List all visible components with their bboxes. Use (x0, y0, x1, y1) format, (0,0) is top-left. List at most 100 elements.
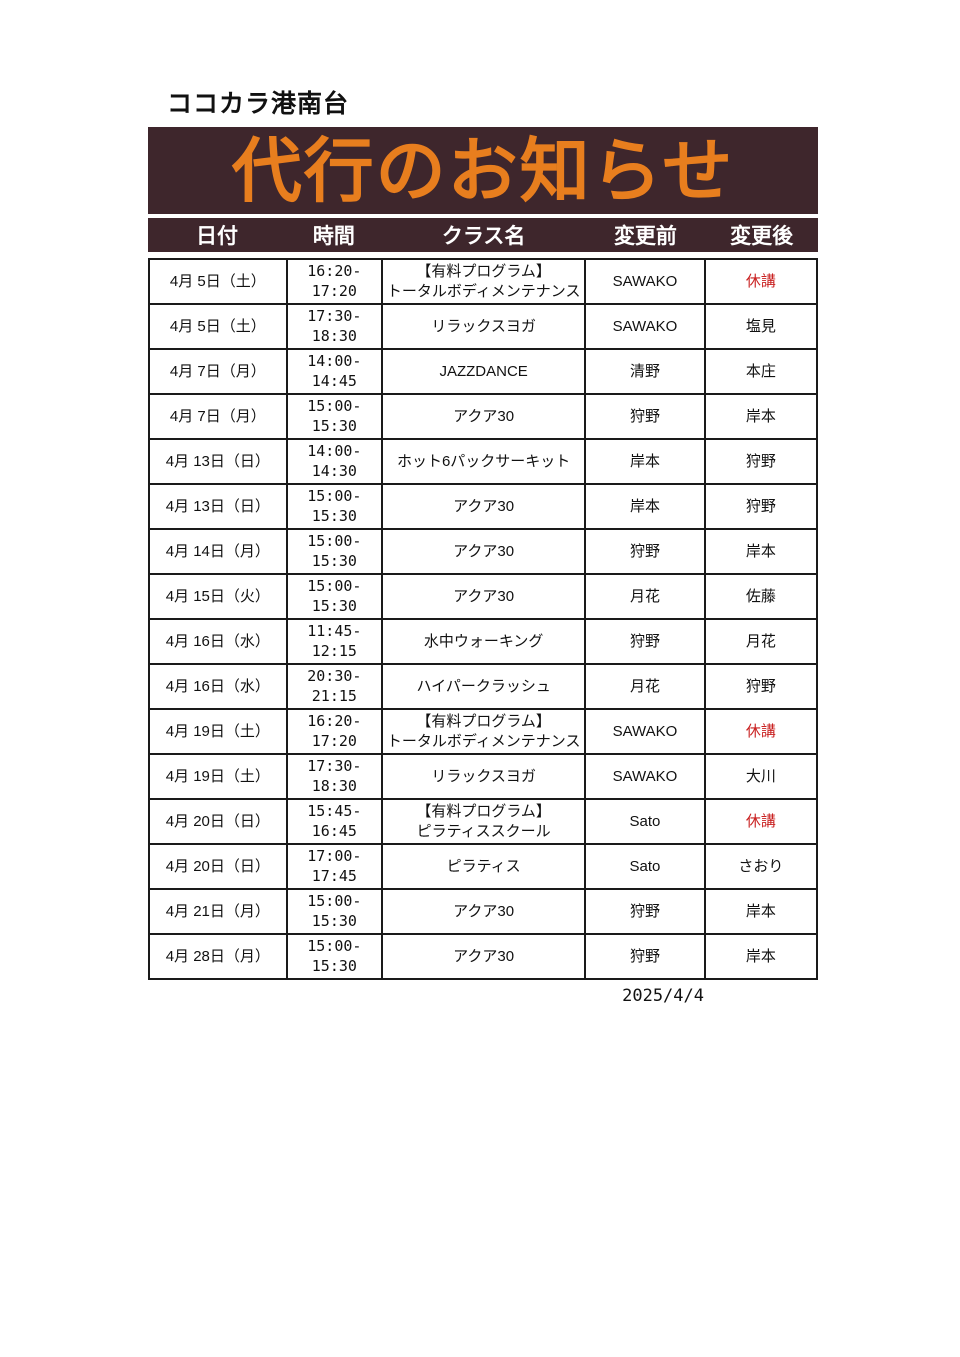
table-row: 4月 5日（土） 17:30-18:30 リラックスヨガ SAWAKO 塩見 (148, 303, 819, 350)
date-cell: 4月 28日（月） (148, 933, 288, 980)
date-cell: 4月 19日（土） (148, 753, 288, 800)
header-date: 日付 (196, 225, 238, 248)
class-name-cell: ピラティス (381, 843, 587, 890)
date-cell: 4月 7日（月） (148, 348, 288, 395)
date-cell: 4月 16日（水） (148, 618, 288, 665)
substitution-table: 4月 5日（土） 16:20-17:20 【有料プログラム】 トータルボディメンテナン… (148, 258, 819, 980)
time-cell: 11:45-12:15 (285, 618, 384, 665)
header-instructor-after: 変更後 (730, 225, 794, 248)
table-row: 4月 28日（月） 15:00-15:30 アクア30 狩野 岸本 (148, 933, 819, 980)
class-name-cell: 【有料プログラム】 トータルボディメンテナンス (381, 258, 587, 305)
instructor-after-cell: 佐藤 (703, 573, 819, 620)
date-cell: 4月 5日（土） (148, 303, 288, 350)
instructor-before-cell: 狩野 (584, 528, 706, 575)
class-name-cell: 水中ウォーキング (381, 618, 587, 665)
instructor-before-cell: SAWAKO (584, 708, 706, 755)
table-row: 4月 13日（日） 15:00-15:30 アクア30 岸本 狩野 (148, 483, 819, 530)
class-name-cell: アクア30 (381, 573, 587, 620)
table-row: 4月 7日（月） 14:00-14:45 JAZZDANCE 清野 本庄 (148, 348, 819, 395)
table-row: 4月 13日（日） 14:00-14:30 ホット6パックサーキット 岸本 狩野 (148, 438, 819, 485)
instructor-before-cell: 岸本 (584, 483, 706, 530)
instructor-after-cell: さおり (703, 843, 819, 890)
instructor-before-cell: 清野 (584, 348, 706, 395)
schedule-area: 4月 5日（土） 16:20-17:20 【有料プログラム】 トータルボディメンテナン… (148, 258, 819, 1006)
instructor-after-cell: 休講 (703, 258, 819, 305)
table-row: 4月 5日（土） 16:20-17:20 【有料プログラム】 トータルボディメンテナン… (148, 258, 819, 305)
instructor-after-cell: 狩野 (703, 483, 819, 530)
date-cell: 4月 13日（日） (148, 483, 288, 530)
table-row: 4月 19日（土） 16:20-17:20 【有料プログラム】 トータルボディメンテナ… (148, 708, 819, 755)
table-row: 4月 15日（火） 15:00-15:30 アクア30 月花 佐藤 (148, 573, 819, 620)
date-cell: 4月 20日（日） (148, 798, 288, 845)
table-row: 4月 20日（日） 17:00-17:45 ピラティス Sato さおり (148, 843, 819, 890)
instructor-before-cell: 狩野 (584, 618, 706, 665)
time-cell: 15:00-15:30 (285, 888, 384, 935)
date-cell: 4月 14日（月） (148, 528, 288, 575)
class-name-cell: 【有料プログラム】 トータルボディメンテナンス (381, 708, 587, 755)
header-class-name: クラス名 (441, 225, 526, 248)
time-cell: 20:30-21:15 (285, 663, 384, 710)
instructor-before-cell: SAWAKO (584, 753, 706, 800)
time-cell: 14:00-14:30 (285, 438, 384, 485)
instructor-after-cell: 岸本 (703, 528, 819, 575)
instructor-after-cell: 休講 (703, 798, 819, 845)
instructor-before-cell: SAWAKO (584, 303, 706, 350)
table-header-row: 日付 時間 クラス名 変更前 変更後 (148, 218, 818, 252)
instructor-after-cell: 狩野 (703, 663, 819, 710)
date-cell: 4月 19日（土） (148, 708, 288, 755)
time-cell: 16:20-17:20 (285, 258, 384, 305)
date-cell: 4月 20日（日） (148, 843, 288, 890)
time-cell: 15:00-15:30 (285, 393, 384, 440)
table-row: 4月 20日（日） 15:45-16:45 【有料プログラム】 ピラティススクール Sa… (148, 798, 819, 845)
time-cell: 14:00-14:45 (285, 348, 384, 395)
instructor-after-cell: 岸本 (703, 393, 819, 440)
class-name-cell: リラックスヨガ (381, 303, 587, 350)
date-cell: 4月 13日（日） (148, 438, 288, 485)
instructor-after-cell: 休講 (703, 708, 819, 755)
date-cell: 4月 16日（水） (148, 663, 288, 710)
table-row: 4月 7日（月） 15:00-15:30 アクア30 狩野 岸本 (148, 393, 819, 440)
header-time: 時間 (312, 225, 355, 248)
time-cell: 15:00-15:30 (285, 933, 384, 980)
instructor-before-cell: 月花 (584, 663, 706, 710)
date-cell: 4月 21日（月） (148, 888, 288, 935)
date-cell: 4月 7日（月） (148, 393, 288, 440)
class-name-cell: 【有料プログラム】 ピラティススクール (381, 798, 587, 845)
instructor-after-cell: 塩見 (703, 303, 819, 350)
date-cell: 4月 5日（土） (148, 258, 288, 305)
class-name-cell: ホット6パックサーキット (381, 438, 587, 485)
header-instructor-before: 変更前 (613, 225, 677, 248)
class-name-cell: JAZZDANCE (381, 348, 587, 395)
table-row: 4月 16日（水） 20:30-21:15 ハイパークラッシュ 月花 狩野 (148, 663, 819, 710)
schedule-body: 4月 5日（土） 16:20-17:20 【有料プログラム】 トータルボディメンテナン… (148, 258, 819, 980)
time-cell: 15:45-16:45 (285, 798, 384, 845)
instructor-before-cell: Sato (584, 798, 706, 845)
instructor-after-cell: 岸本 (703, 933, 819, 980)
facility-name: ココカラ港南台 (167, 90, 350, 118)
instructor-before-cell: Sato (584, 843, 706, 890)
time-cell: 17:30-18:30 (285, 753, 384, 800)
instructor-after-cell: 大川 (703, 753, 819, 800)
table-row: 4月 14日（月） 15:00-15:30 アクア30 狩野 岸本 (148, 528, 819, 575)
time-cell: 15:00-15:30 (285, 573, 384, 620)
banner-title: 代行のお知らせ (231, 131, 735, 210)
class-name-cell: アクア30 (381, 393, 587, 440)
class-name-cell: アクア30 (381, 528, 587, 575)
class-name-cell: リラックスヨガ (381, 753, 587, 800)
instructor-before-cell: 狩野 (584, 393, 706, 440)
instructor-before-cell: SAWAKO (584, 258, 706, 305)
instructor-after-cell: 月花 (703, 618, 819, 665)
table-row: 4月 19日（土） 17:30-18:30 リラックスヨガ SAWAKO 大川 (148, 753, 819, 800)
time-cell: 15:00-15:30 (285, 528, 384, 575)
table-row: 4月 21日（月） 15:00-15:30 アクア30 狩野 岸本 (148, 888, 819, 935)
instructor-before-cell: 月花 (584, 573, 706, 620)
date-cell: 4月 15日（火） (148, 573, 288, 620)
instructor-before-cell: 狩野 (584, 933, 706, 980)
time-cell: 16:20-17:20 (285, 708, 384, 755)
class-name-cell: アクア30 (381, 933, 587, 980)
instructor-after-cell: 岸本 (703, 888, 819, 935)
time-cell: 17:30-18:30 (285, 303, 384, 350)
table-row: 4月 16日（水） 11:45-12:15 水中ウォーキング 狩野 月花 (148, 618, 819, 665)
issue-date: 2025/4/4 (622, 986, 704, 1006)
